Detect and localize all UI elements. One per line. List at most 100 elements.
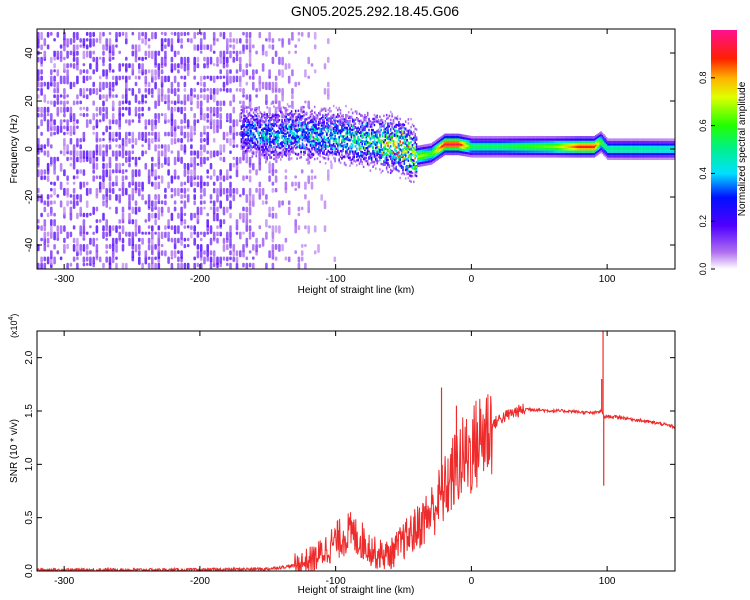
spectrogram-ridge-cell [385,151,388,155]
spectrogram-ridge-cell [396,130,399,133]
spectrogram-ridge-cell [361,125,363,129]
spectrogram-ridge-cell [480,148,483,151]
spectrogram-cell [151,156,154,162]
spectrogram-ridge-cell [311,155,313,158]
spectrogram-cell [63,125,66,130]
spectrogram-ridge-cell [347,116,350,119]
spectrogram-cell [157,244,161,253]
spectrogram-ridge-cell [403,139,406,143]
spectrogram-ridge-cell [324,144,327,147]
spectrogram-cell [199,31,203,36]
spectrogram-ridge-cell [383,146,385,149]
spectrogram-ridge-cell [398,155,400,159]
spectrogram-ridge-cell [387,149,389,153]
spectrogram-cell [219,106,222,112]
spectrogram-ridge-cell [392,126,395,129]
spectrogram-cell [248,231,252,240]
spectrogram-ridge-cell [441,135,444,138]
spectrogram-ridge-cell [248,144,251,148]
spectrogram-ridge-cell [339,122,342,125]
spectrogram-ridge-cell [407,146,410,149]
spectrogram-ridge-cell [358,147,361,150]
spectrogram-cell [138,100,141,105]
spectrogram-cell [186,187,190,192]
spectrogram-ridge-cell [322,114,324,117]
spectrogram-cell [154,81,157,90]
spectrogram-ridge-cell [478,150,480,153]
spectrogram-ridge-cell [318,122,320,126]
spectrogram-ridge-cell [285,148,287,151]
spectrogram-ridge-cell [391,161,393,164]
spectrogram-ridge-cell [475,136,478,139]
spectrogram-cell [43,144,47,149]
spectrogram-cell [131,150,135,155]
spectrogram-ridge-cell [307,159,309,162]
spectrogram-ridge-cell [485,152,487,156]
spectrogram-ridge-cell [337,147,339,150]
spectrogram-ridge-cell [369,123,372,126]
spectrogram-ridge-cell [370,121,373,124]
spectrogram-ridge-cell [525,148,528,151]
spectrogram-ridge-cell [471,140,473,144]
spectrogram-cell [69,231,73,238]
spectrogram-ridge-cell [251,141,254,144]
spectrogram-ridge-cell [262,139,264,142]
spectrogram-ridge-cell [342,135,344,138]
spectrogram-cell [95,250,99,259]
spectrogram-ridge-cell [323,151,325,155]
spectrogram-ridge-cell [380,145,382,149]
spectrogram-ridge-cell [444,148,446,151]
spectrogram-ridge-cell [350,149,353,153]
spectrogram-ridge-cell [387,158,389,162]
spectrogram-ridge-cell [334,147,336,150]
spectrogram-cell [193,125,196,132]
spectrogram-ridge-cell [275,160,278,163]
spectrogram-ridge-cell [357,126,359,129]
spectrogram-cell [40,106,43,114]
spectrogram-cell [222,75,226,79]
spectrogram-ridge-cell [290,138,293,141]
spectrogram-cell [206,244,209,252]
spectrogram-cell [199,237,203,242]
spectrogram-ridge-cell [523,136,525,139]
spectrogram-cell [102,262,105,269]
spectrogram-ridge-cell [395,161,397,164]
spectrogram-ridge-cell [467,137,469,141]
spectrogram-cell [209,237,213,246]
spectrogram-ridge-cell [376,134,378,137]
spectrogram-ridge-cell [294,147,297,150]
spectrogram-ridge-cell [305,138,308,141]
spectrogram-ridge-cell [320,136,323,139]
spectrogram-cell [196,162,200,166]
spectrogram-ridge-cell [247,106,249,109]
spectrogram-ridge-cell [444,145,446,148]
spectrogram-ridge-cell [494,138,497,141]
spectrogram-cell [144,162,148,170]
spectrogram-cell [180,187,183,194]
spectrogram-ridge-cell [456,148,459,151]
spectrogram-ridge-cell [263,156,266,159]
spectrogram-ridge-cell [391,164,393,167]
spectrogram-cell [177,94,180,103]
spectrogram-cell [82,169,86,176]
spectrogram-ridge-cell [501,152,503,156]
spectrogram-ridge-cell [252,145,255,148]
spectrogram-cell [98,31,102,41]
spectrogram-ridge-cell [328,127,331,130]
spectrogram-ridge-cell [366,159,369,163]
spectrogram-cell [98,94,102,101]
spectrogram-ridge-cell [365,135,368,139]
spectrogram-ridge-cell [403,135,406,138]
spectrogram-cell [72,156,76,164]
spectrogram-cell [242,88,245,95]
spectrogram-ridge-cell [318,112,320,115]
spectrogram-ridge-cell [509,152,511,156]
spectrogram-ridge-cell [470,140,472,143]
spectrogram-ridge-cell [304,119,306,122]
spectrogram-cell [268,69,271,78]
spectrogram-ridge-cell [423,158,426,162]
spectrogram-ridge-cell [523,148,525,151]
spectrogram-cell [95,237,99,241]
spectrogram-cell [248,206,252,216]
spectrogram-cell [141,194,144,201]
